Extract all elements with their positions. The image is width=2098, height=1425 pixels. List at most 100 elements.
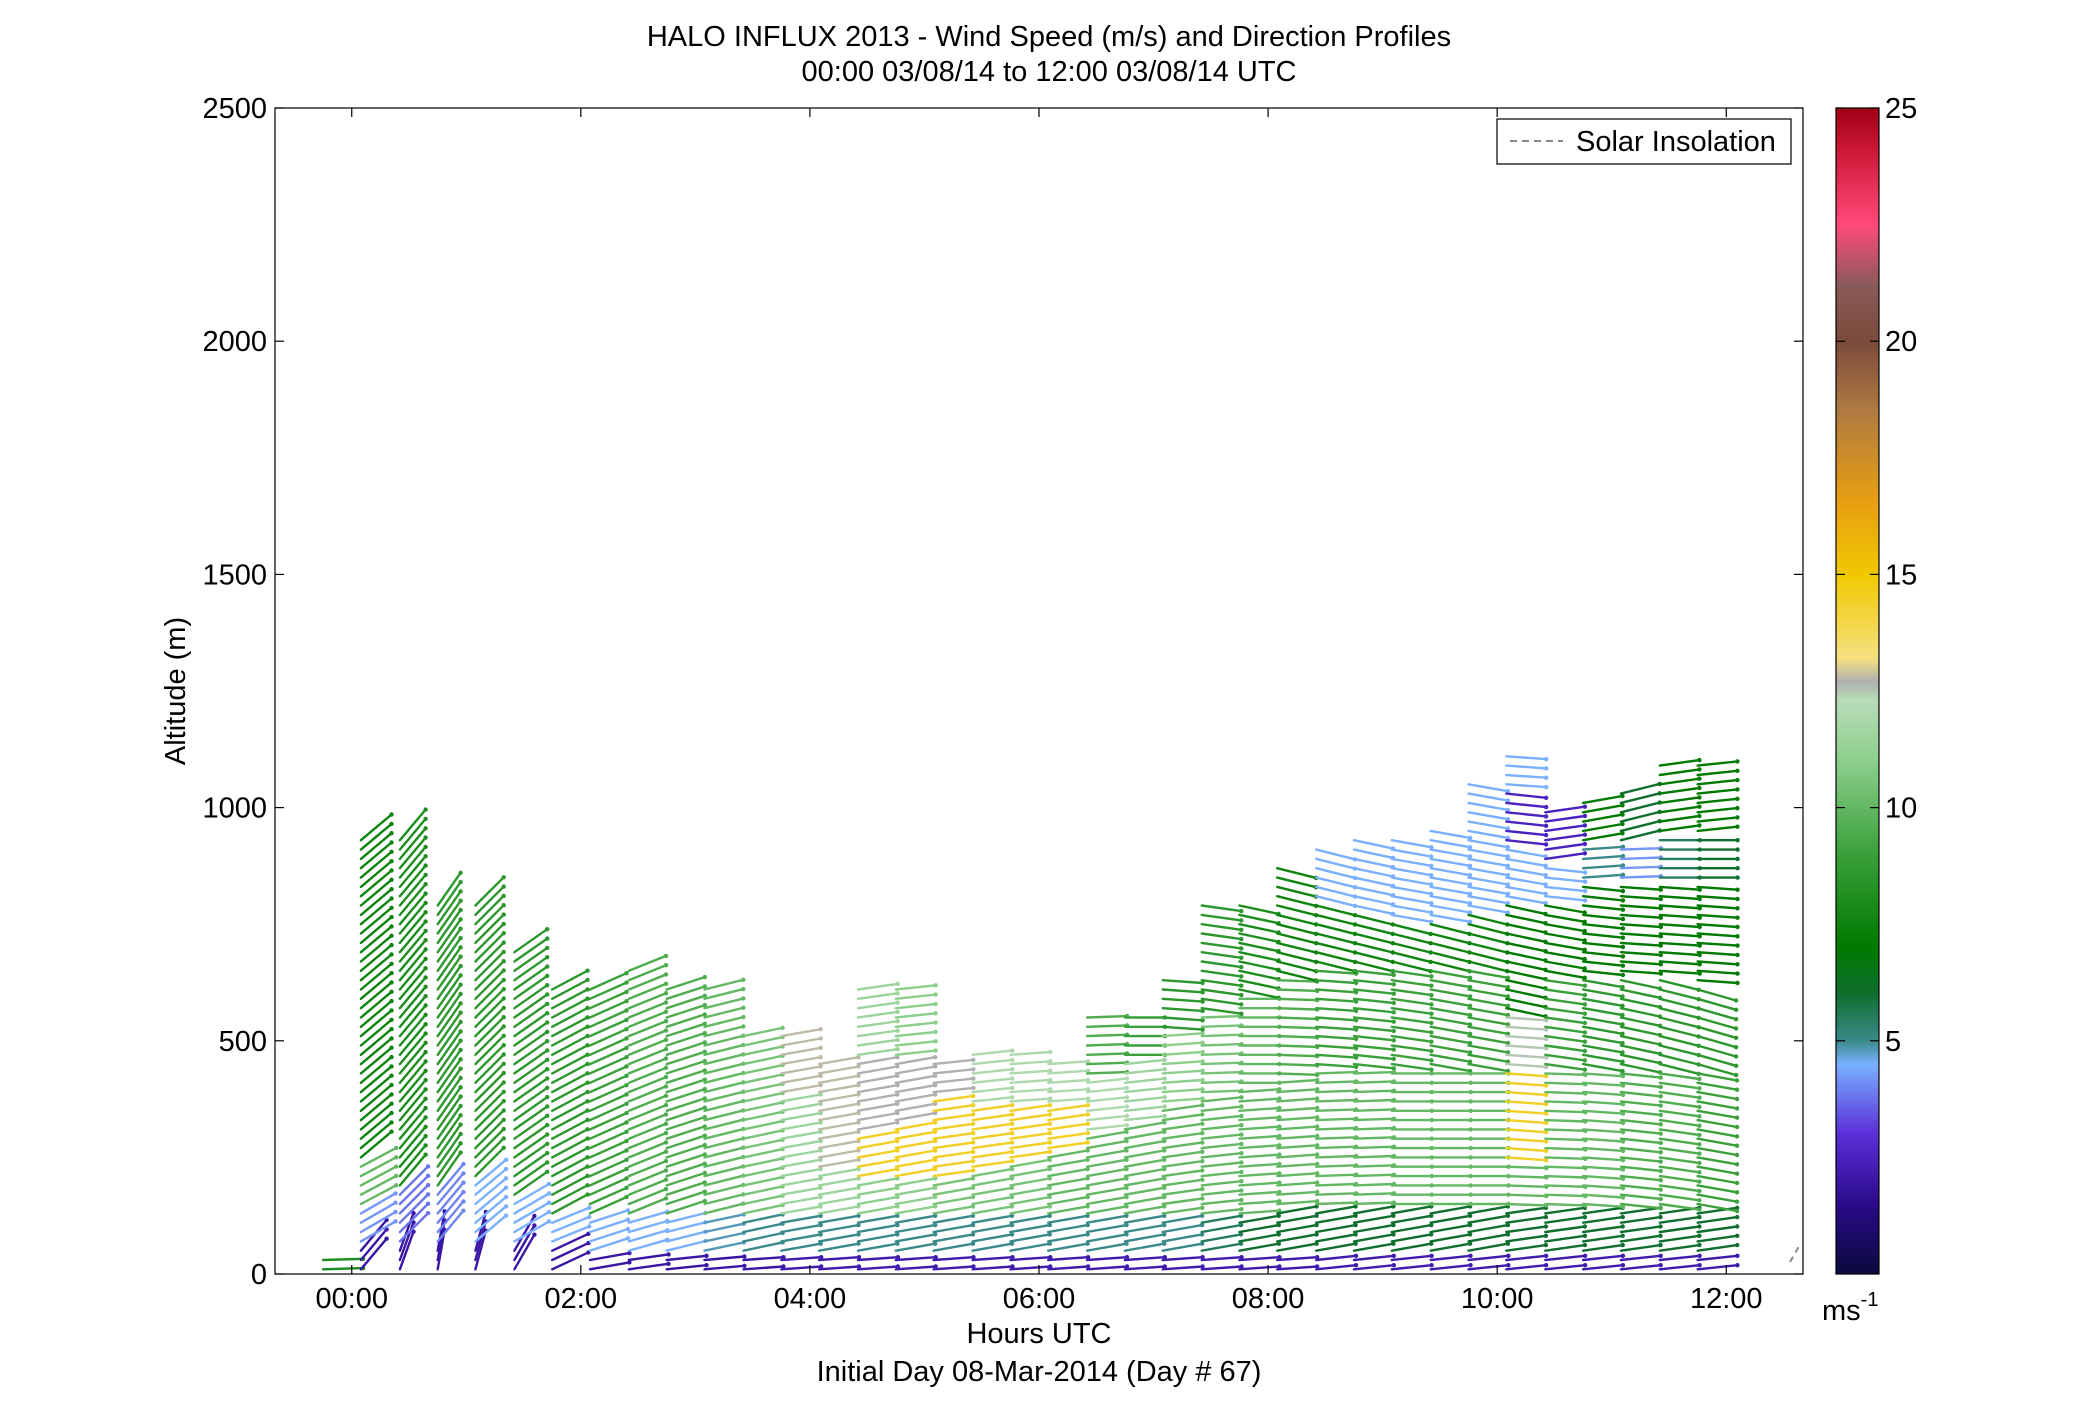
wind-barb (1275, 1088, 1319, 1094)
wind-barb-head (389, 1064, 394, 1069)
wind-barb-head (585, 1099, 590, 1104)
wind-barb-head (545, 1001, 550, 1007)
wind-barb-head (585, 1061, 590, 1067)
wind-barb-head (1429, 1222, 1434, 1228)
wind-barb-head (666, 1252, 671, 1257)
wind-barb-head (1200, 1264, 1205, 1269)
wind-barb (1390, 932, 1432, 945)
wind-barb-head (1047, 1121, 1053, 1127)
wind-barb (1200, 941, 1243, 950)
wind-barb-head (585, 1145, 590, 1151)
wind-barb (1544, 1090, 1587, 1095)
wind-barb (1046, 1255, 1090, 1262)
wind-barb-head (1543, 823, 1549, 828)
wind-barb (1696, 816, 1739, 823)
wind-barb-head (1620, 1050, 1625, 1055)
wind-barb (1467, 997, 1510, 1007)
wind-barb (971, 1177, 1014, 1187)
wind-barb (856, 1149, 899, 1159)
wind-barb (856, 1233, 899, 1243)
wind-barb (359, 915, 393, 945)
wind-barb (1352, 1053, 1396, 1061)
wind-barb (513, 946, 549, 972)
wind-barb (398, 967, 427, 1000)
wind-barb-head (1353, 1008, 1359, 1014)
wind-barb-head (1315, 1143, 1320, 1148)
wind-barb-head (1697, 1104, 1702, 1110)
wind-barb (1696, 788, 1739, 795)
wind-barb-head (1734, 1124, 1740, 1130)
wind-barb (932, 1233, 975, 1243)
wind-barb (894, 984, 937, 991)
wind-barb (1429, 876, 1472, 886)
wind-barb (665, 975, 706, 991)
wind-barb-head (1467, 854, 1473, 859)
wind-barb (474, 1229, 487, 1271)
wind-barb (1696, 1137, 1739, 1147)
wind-barb (1390, 923, 1432, 936)
wind-barb (1314, 923, 1357, 936)
wind-barb (359, 1046, 393, 1075)
wind-barb-head (1199, 1222, 1205, 1228)
wind-barb-head (1697, 1253, 1702, 1259)
wind-barb-head (1085, 1204, 1090, 1209)
wind-barb (1619, 951, 1663, 957)
wind-barb (1275, 1116, 1319, 1122)
wind-barb-head (895, 1157, 900, 1163)
wind-barb (1619, 1146, 1662, 1154)
wind-barb (1161, 1242, 1204, 1252)
wind-barb (1696, 904, 1739, 910)
wind-barb-head (1620, 1074, 1626, 1079)
wind-barb (1544, 941, 1586, 951)
colorbar-tick-label: 15 (1885, 559, 1917, 591)
wind-barb-head (1543, 1263, 1549, 1268)
wind-barb (398, 948, 427, 982)
wind-barb (971, 1214, 1014, 1224)
wind-barb (894, 993, 937, 1000)
wind-barb (1009, 1242, 1052, 1252)
wind-barb (1314, 1117, 1358, 1122)
wind-barb (932, 1077, 975, 1085)
wind-barb-head (1620, 1139, 1626, 1144)
wind-barb-head (1047, 1131, 1053, 1136)
wind-barb (1314, 969, 1358, 975)
wind-barb (1390, 1263, 1433, 1271)
wind-barb (1200, 1014, 1243, 1019)
wind-barb-head (1543, 1242, 1549, 1248)
wind-barb-head (933, 1101, 938, 1107)
wind-barb (474, 1062, 505, 1094)
wind-barb-head (1124, 1138, 1129, 1144)
wind-barb-head (624, 1194, 629, 1200)
wind-barb-head (1620, 1263, 1626, 1268)
wind-barb (1009, 1205, 1052, 1215)
wind-barb (1505, 764, 1548, 770)
wind-barb-head (1277, 1255, 1282, 1260)
wind-barb-head (546, 1219, 552, 1224)
wind-barb-head (1315, 1115, 1320, 1120)
wind-barb-head (545, 1076, 550, 1081)
wind-barb (1200, 1105, 1243, 1113)
wind-barb-head (1162, 1104, 1167, 1109)
wind-barb (817, 1102, 860, 1113)
wind-barb-head (702, 1030, 707, 1036)
wind-barb-head (1277, 1180, 1282, 1185)
wind-barb (1046, 1223, 1089, 1234)
wind-barb-head (1200, 990, 1205, 995)
wind-barb-head (1505, 891, 1511, 896)
wind-barb (780, 1214, 822, 1224)
wind-barb (588, 1158, 628, 1178)
wind-barb (1352, 839, 1395, 850)
wind-barb (513, 1077, 549, 1103)
wind-barb (1275, 913, 1318, 926)
wind-barb (1544, 1109, 1587, 1114)
wind-barb-head (1658, 1103, 1663, 1108)
wind-barb (742, 1185, 784, 1196)
wind-barb-head (1620, 1120, 1626, 1126)
wind-barb (1352, 857, 1395, 869)
wind-barb (1390, 1044, 1433, 1053)
wind-barb-head (1010, 1112, 1015, 1117)
wind-barb (665, 1106, 706, 1122)
wind-barb (359, 1146, 398, 1168)
wind-barb-head (1582, 938, 1587, 943)
